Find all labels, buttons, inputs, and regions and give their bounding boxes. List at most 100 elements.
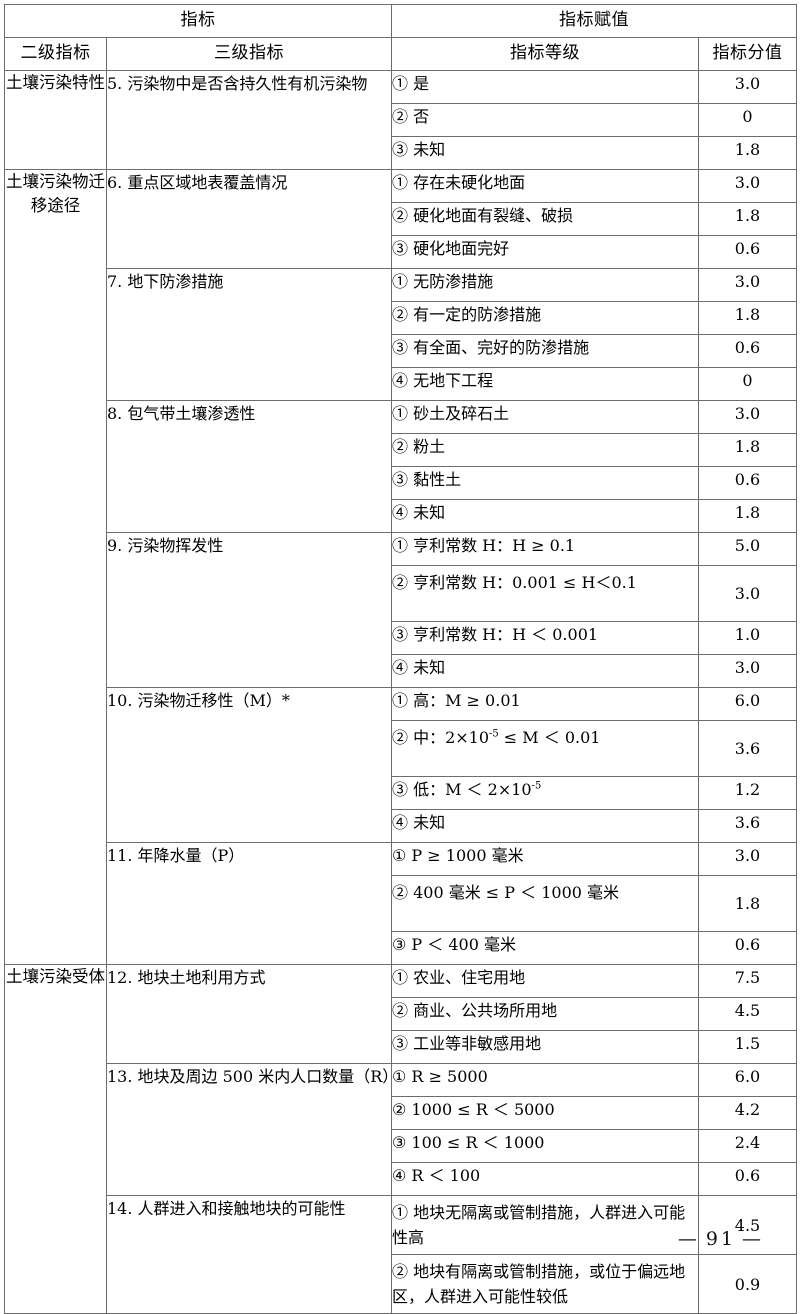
document-page: 指标 指标赋值 二级指标 三级指标 指标等级 指标分值 土壤污染特性 5. 污染物… xyxy=(4,4,797,1314)
grade-level-cell: ④ 未知 xyxy=(391,499,699,533)
level2-indicator-cell: 土壤污染特性 xyxy=(4,70,107,170)
score-value-cell: 1.8 xyxy=(698,202,797,236)
grade-level-cell: ④ 未知 xyxy=(391,654,699,688)
table-row: ② 商业、公共场所用地 4.5 xyxy=(5,997,797,1031)
indicator-scoring-table: 指标 指标赋值 二级指标 三级指标 指标等级 指标分值 土壤污染特性 5. 污染物… xyxy=(4,4,797,1314)
grade-level-cell: ④ 无地下工程 xyxy=(391,367,699,401)
page-number: 91 xyxy=(705,1228,736,1250)
level3-indicator-cell: 6. 重点区域地表覆盖情况 xyxy=(106,169,392,269)
grade-level-cell: ③ 黏性土 xyxy=(391,466,699,500)
score-value-cell: 0.9 xyxy=(698,1254,797,1314)
header-group-indicator: 指标 xyxy=(4,4,392,38)
grade-level-cell: ④ R ＜ 100 xyxy=(391,1162,699,1196)
level3-indicator-cell: 7. 地下防渗措施 xyxy=(106,268,392,401)
table-row: ④ R ＜ 100 0.6 xyxy=(5,1162,797,1196)
table-row: ③ 有全面、完好的防渗措施 0.6 xyxy=(5,334,797,368)
table-row: ② 1000 ≤ R ＜ 5000 4.2 xyxy=(5,1096,797,1130)
level3-indicator-cell: 8. 包气带土壤渗透性 xyxy=(106,400,392,533)
grade-level-cell: ③ 硬化地面完好 xyxy=(391,235,699,269)
score-value-cell: 1.0 xyxy=(698,621,797,655)
grade-level-cell: ① P ≥ 1000 毫米 xyxy=(391,842,699,876)
table-row: 14. 人群进入和接触地块的可能性 ① 地块无隔离或管制措施，人群进入可能性高 4.… xyxy=(5,1195,797,1314)
grade-level-cell: ② 商业、公共场所用地 xyxy=(391,997,699,1031)
score-value-cell: 3.0 xyxy=(698,565,797,622)
score-value-cell: 3.0 xyxy=(698,654,797,688)
grade-level-cell: ① 砂土及碎石土 xyxy=(391,400,699,434)
level3-indicator-cell: 14. 人群进入和接触地块的可能性 xyxy=(106,1195,392,1314)
score-value-cell: 3.0 xyxy=(698,268,797,302)
score-value-cell: 0.6 xyxy=(698,235,797,269)
header-col-score: 指标分值 xyxy=(698,37,797,71)
score-value-cell: 6.0 xyxy=(698,1063,797,1097)
grade-level-cell: ③ 未知 xyxy=(391,136,699,170)
table-row: ② 硬化地面有裂缝、破损 1.8 xyxy=(5,202,797,236)
grade-level-cell: ① R ≥ 5000 xyxy=(391,1063,699,1097)
table-header-row-sub: 二级指标 三级指标 指标等级 指标分值 xyxy=(4,37,797,71)
table-header-row-top: 指标 指标赋值 xyxy=(4,4,797,38)
grade-level-cell: ② 1000 ≤ R ＜ 5000 xyxy=(391,1096,699,1130)
table-row: ② 中：2×10-5 ≤ M ＜ 0.01 3.6 xyxy=(5,720,797,777)
score-value-cell: 6.0 xyxy=(698,687,797,721)
score-value-cell: 7.5 xyxy=(698,964,797,998)
level3-indicator-cell: 10. 污染物迁移性（M）* xyxy=(106,687,392,843)
table-row: ④ 未知 3.0 xyxy=(5,654,797,688)
level2-indicator-cell: 土壤污染受体 xyxy=(4,964,107,1314)
score-value-cell: 2.4 xyxy=(698,1129,797,1163)
score-value-cell: 1.8 xyxy=(698,433,797,467)
grade-level-cell: ② 否 xyxy=(391,103,699,137)
score-value-cell: 3.0 xyxy=(698,169,797,203)
page-footer: —91— xyxy=(672,1228,770,1250)
table-row: 13. 地块及周边 500 米内人口数量（R） ① R ≥ 5000 6.0 xyxy=(5,1063,797,1196)
table-row: ③ 低：M ＜ 2×10-5 1.2 xyxy=(5,776,797,810)
header-col-level2: 二级指标 xyxy=(4,37,107,71)
score-value-cell: 5.0 xyxy=(698,532,797,566)
level3-indicator-cell: 12. 地块土地利用方式 xyxy=(106,964,392,1064)
table-row: 土壤污染受体 12. 地块土地利用方式 ① 农业、住宅用地 7.5 xyxy=(4,964,797,1314)
table-row: 9. 污染物挥发性 ① 亨利常数 H：H ≥ 0.1 5.0 xyxy=(5,532,797,688)
grade-level-cell: ② 硬化地面有裂缝、破损 xyxy=(391,202,699,236)
header-group-assignment: 指标赋值 xyxy=(391,4,797,38)
footer-dash-left: — xyxy=(677,1228,700,1250)
grade-level-cell: ③ 100 ≤ R ＜ 1000 xyxy=(391,1129,699,1163)
table-row: ③ 100 ≤ R ＜ 1000 2.4 xyxy=(5,1129,797,1163)
level2-indicator-cell: 土壤污染物迁移途径 xyxy=(4,169,107,965)
grade-level-cell: ② 有一定的防渗措施 xyxy=(391,301,699,335)
grade-level-cell: ③ 有全面、完好的防渗措施 xyxy=(391,334,699,368)
table-row: 土壤污染物迁移途径 6. 重点区域地表覆盖情况 ① 存在未硬化地面 3.0 xyxy=(4,169,797,965)
score-value-cell: 4.2 xyxy=(698,1096,797,1130)
level3-indicator-cell: 13. 地块及周边 500 米内人口数量（R） xyxy=(106,1063,398,1196)
table-row: ③ 硬化地面完好 0.6 xyxy=(5,235,797,269)
table-row: ③ 未知 1.8 xyxy=(5,136,797,170)
table-row: 7. 地下防渗措施 ① 无防渗措施 3.0 xyxy=(5,268,797,401)
level3-indicator-cell: 9. 污染物挥发性 xyxy=(106,532,392,688)
grade-level-cell: ③ 亨利常数 H：H ＜ 0.001 xyxy=(391,621,699,655)
table-row: 8. 包气带土壤渗透性 ① 砂土及碎石土 3.0 xyxy=(5,400,797,533)
grade-level-cell: ② 粉土 xyxy=(391,433,699,467)
header-col-level3: 三级指标 xyxy=(106,37,392,71)
score-value-cell: 1.8 xyxy=(698,136,797,170)
grade-level-cell: ③ 工业等非敏感用地 xyxy=(391,1030,699,1064)
score-value-cell: 4.5 xyxy=(698,997,797,1031)
score-value-cell: 1.2 xyxy=(698,776,797,810)
grade-level-cell: ④ 未知 xyxy=(391,809,699,843)
footer-dash-right: — xyxy=(742,1228,764,1250)
score-value-cell: 3.0 xyxy=(698,70,797,104)
score-value-cell: 0 xyxy=(698,367,797,401)
table-row: ③ 黏性土 0.6 xyxy=(5,466,797,500)
table-row: ② 400 毫米 ≤ P ＜ 1000 毫米 1.8 xyxy=(5,875,797,932)
table-row: ② 亨利常数 H：0.001 ≤ H＜0.1 3.0 xyxy=(5,565,797,622)
level3-indicator-cell: 5. 污染物中是否含持久性有机污染物 xyxy=(106,70,392,170)
header-col-grade: 指标等级 xyxy=(391,37,699,71)
table-row: 10. 污染物迁移性（M）* ① 高：M ≥ 0.01 6.0 xyxy=(5,687,797,843)
grade-level-cell: ① 存在未硬化地面 xyxy=(391,169,699,203)
grade-level-cell: ① 地块无隔离或管制措施，人群进入可能性高 xyxy=(391,1195,699,1255)
score-value-cell: 3.6 xyxy=(698,809,797,843)
score-value-cell: 1.8 xyxy=(698,301,797,335)
grade-level-cell: ① 是 xyxy=(391,70,699,104)
score-value-cell: 1.5 xyxy=(698,1030,797,1064)
score-value-cell: 3.0 xyxy=(698,842,797,876)
score-value-cell: 0.6 xyxy=(698,1162,797,1196)
table-row: ③ 亨利常数 H：H ＜ 0.001 1.0 xyxy=(5,621,797,655)
score-value-cell: 0.6 xyxy=(698,931,797,965)
